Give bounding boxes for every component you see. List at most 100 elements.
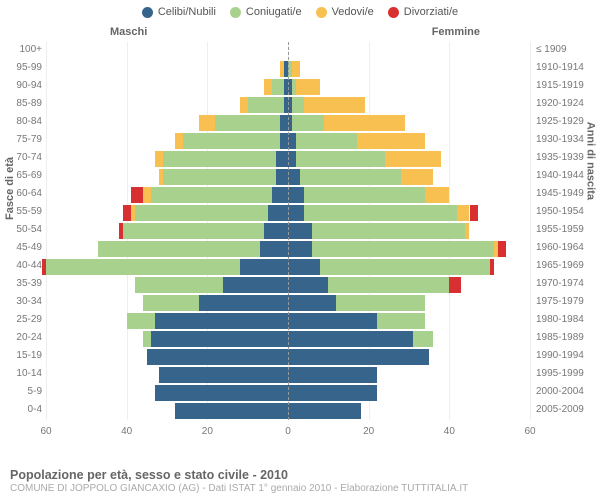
bar-segment xyxy=(123,223,264,239)
x-tick: 60 xyxy=(524,426,535,437)
bar-segment xyxy=(296,79,320,95)
bar-segment xyxy=(288,313,377,329)
bar-segment xyxy=(175,133,183,149)
birth-year-label: 1945-1949 xyxy=(536,188,592,199)
bar-segment xyxy=(413,331,433,347)
birth-year-label: 2005-2009 xyxy=(536,404,592,415)
x-tick: 40 xyxy=(444,426,455,437)
male-half xyxy=(46,150,288,168)
bar-segment xyxy=(131,205,135,221)
label-female: Femmine xyxy=(432,26,480,38)
bar-segment xyxy=(155,151,163,167)
female-half xyxy=(288,330,530,348)
legend-swatch xyxy=(142,7,153,18)
bar-segment xyxy=(312,223,465,239)
female-half xyxy=(288,60,530,78)
male-half xyxy=(46,114,288,132)
bar-segment xyxy=(155,313,288,329)
age-label: 0-4 xyxy=(6,404,42,415)
bar-segment xyxy=(155,385,288,401)
birth-year-label: 1930-1934 xyxy=(536,134,592,145)
age-label: 20-24 xyxy=(6,332,42,343)
bar-segment xyxy=(288,241,312,257)
bar-segment xyxy=(288,151,296,167)
birth-year-label: 1960-1964 xyxy=(536,242,592,253)
bar-segment xyxy=(159,367,288,383)
age-label: 15-19 xyxy=(6,350,42,361)
bar-segment xyxy=(296,151,385,167)
bar-segment xyxy=(272,79,284,95)
footer-subtitle: COMUNE DI JOPPOLO GIANCAXIO (AG) - Dati … xyxy=(10,483,590,494)
x-tick: 20 xyxy=(202,426,213,437)
age-label: 35-39 xyxy=(6,278,42,289)
bar-segment xyxy=(498,241,506,257)
bar-segment xyxy=(163,169,276,185)
female-half xyxy=(288,294,530,312)
age-label: 90-94 xyxy=(6,80,42,91)
x-tick: 40 xyxy=(121,426,132,437)
bar-segment xyxy=(385,151,441,167)
birth-year-label: 1995-1999 xyxy=(536,368,592,379)
bar-segment xyxy=(296,133,357,149)
bar-segment xyxy=(288,385,377,401)
bar-segment xyxy=(288,205,304,221)
legend-item: Vedovi/e xyxy=(316,6,374,18)
birth-year-label: 1955-1959 xyxy=(536,224,592,235)
bar-segment xyxy=(280,115,288,131)
bar-segment xyxy=(324,115,405,131)
bar-segment xyxy=(425,187,449,203)
bar-segment xyxy=(288,259,320,275)
bar-segment xyxy=(46,259,240,275)
age-label: 70-74 xyxy=(6,152,42,163)
bar-segment xyxy=(183,133,280,149)
male-half xyxy=(46,258,288,276)
birth-year-label: 1915-1919 xyxy=(536,80,592,91)
male-half xyxy=(46,96,288,114)
birth-year-label: 1935-1939 xyxy=(536,152,592,163)
bar-segment xyxy=(288,277,328,293)
bar-segment xyxy=(457,205,469,221)
bar-segment xyxy=(143,295,199,311)
legend-label: Vedovi/e xyxy=(332,6,374,18)
bar-segment xyxy=(135,205,268,221)
legend-label: Divorziati/e xyxy=(404,6,458,18)
female-half xyxy=(288,168,530,186)
age-label: 45-49 xyxy=(6,242,42,253)
bar-segment xyxy=(264,223,288,239)
male-half xyxy=(46,348,288,366)
bar-segment xyxy=(276,151,288,167)
bar-segment xyxy=(292,97,304,113)
bar-segment xyxy=(268,205,288,221)
age-label: 5-9 xyxy=(6,386,42,397)
bar-segment xyxy=(143,331,151,347)
birth-year-label: 1970-1974 xyxy=(536,278,592,289)
x-tick: 0 xyxy=(285,426,291,437)
female-half xyxy=(288,78,530,96)
bar-segment xyxy=(377,313,425,329)
bar-segment xyxy=(175,403,288,419)
male-half xyxy=(46,222,288,240)
bar-segment xyxy=(401,169,433,185)
birth-year-label: 1925-1929 xyxy=(536,116,592,127)
bar-segment xyxy=(127,313,155,329)
birth-year-label: 2000-2004 xyxy=(536,386,592,397)
female-half xyxy=(288,114,530,132)
bar-segment xyxy=(288,367,377,383)
bar-segment xyxy=(119,223,123,239)
male-half xyxy=(46,168,288,186)
bar-segment xyxy=(147,349,288,365)
female-half xyxy=(288,384,530,402)
birth-year-label: ≤ 1909 xyxy=(536,44,592,55)
bar-segment xyxy=(151,187,272,203)
bar-segment xyxy=(490,259,494,275)
bar-segment xyxy=(328,277,449,293)
label-male: Maschi xyxy=(110,26,147,38)
female-half xyxy=(288,204,530,222)
female-half xyxy=(288,402,530,420)
female-half xyxy=(288,258,530,276)
female-half xyxy=(288,366,530,384)
birth-year-label: 1940-1944 xyxy=(536,170,592,181)
legend-label: Celibi/Nubili xyxy=(158,6,216,18)
bar-segment xyxy=(288,331,413,347)
legend-label: Coniugati/e xyxy=(246,6,302,18)
